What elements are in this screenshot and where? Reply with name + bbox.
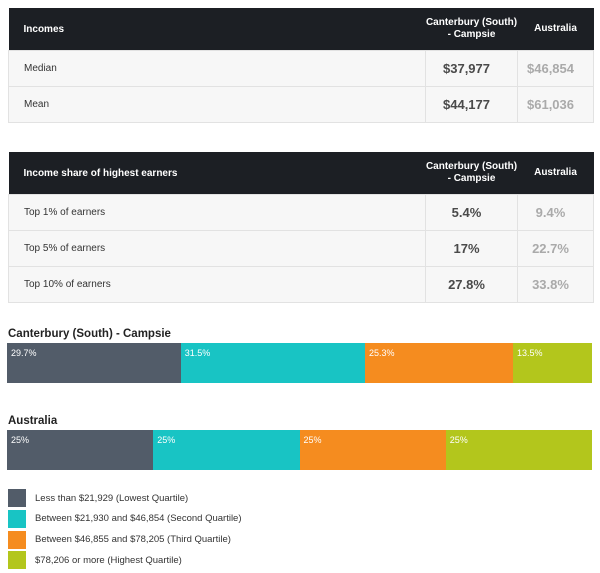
row-label: Top 1% of earners — [8, 194, 426, 231]
row-label: Mean — [8, 86, 426, 123]
local-value: 5.4% — [425, 194, 518, 231]
legend-item: Less than $21,929 (Lowest Quartile) — [8, 488, 242, 508]
legend-label: Between $46,855 and $78,205 (Third Quart… — [35, 534, 231, 546]
legend-swatch — [8, 530, 26, 549]
bar-segment-highest-quartile: 25% — [445, 430, 592, 470]
legend-item: $78,206 or more (Highest Quartile) — [8, 550, 242, 570]
table-row: Top 10% of earners 27.8% 33.8% — [8, 266, 594, 303]
bar-segment-highest-quartile: 13.5% — [513, 343, 592, 383]
stacked-bar-national: 25% 25% 25% 25% — [7, 430, 592, 470]
legend-label: Between $21,930 and $46,854 (Second Quar… — [35, 513, 242, 525]
table-row: Top 5% of earners 17% 22.7% — [8, 230, 594, 267]
legend-item: Between $46,855 and $78,205 (Third Quart… — [8, 530, 242, 550]
legend-swatch — [8, 551, 26, 570]
bar-segment-label: 31.5% — [184, 348, 211, 358]
bar-segment-label: 25% — [157, 435, 176, 445]
local-value: 27.8% — [425, 266, 518, 303]
table-row: Top 1% of earners 5.4% 9.4% — [8, 194, 594, 231]
incomes-header-row: Incomes Canterbury (South) - Campsie Aus… — [8, 8, 594, 51]
table-row: Mean $44,177 $61,036 — [8, 86, 594, 123]
national-value: $61,036 — [517, 86, 594, 123]
bar-segment-label: 29.7% — [11, 348, 37, 358]
bar-segment-lowest-quartile: 29.7% — [7, 343, 181, 383]
national-value: $46,854 — [517, 50, 594, 87]
share-header-label: Income share of highest earners — [8, 152, 426, 195]
bar-segment-label: 25% — [303, 435, 322, 445]
local-value: $44,177 — [425, 86, 518, 123]
legend-label: $78,206 or more (Highest Quartile) — [35, 554, 182, 566]
national-value: 22.7% — [517, 230, 594, 267]
bar-segment-second-quartile: 25% — [153, 430, 300, 470]
bar-segment-label: 25% — [11, 435, 30, 445]
row-label: Median — [8, 50, 426, 87]
bar-segment-label: 13.5% — [517, 348, 543, 358]
national-value: 9.4% — [517, 194, 594, 231]
legend-label: Less than $21,929 (Lowest Quartile) — [35, 492, 189, 504]
legend-swatch — [8, 489, 26, 507]
local-value: $37,977 — [425, 50, 518, 87]
row-label: Top 10% of earners — [8, 266, 426, 303]
legend-item: Between $21,930 and $46,854 (Second Quar… — [8, 509, 242, 529]
bar-segment-lowest-quartile: 25% — [7, 430, 154, 470]
share-header-national: Australia — [517, 152, 594, 195]
chart-title-national: Australia — [8, 415, 58, 427]
legend-swatch — [8, 509, 26, 528]
bar-segment-third-quartile: 25.3% — [365, 343, 513, 383]
national-value: 33.8% — [517, 266, 594, 303]
income-share-table: Income share of highest earners Canterbu… — [8, 152, 594, 303]
bar-segment-second-quartile: 31.5% — [180, 343, 365, 383]
bar-segment-label: 25.3% — [369, 348, 395, 358]
share-header-local: Canterbury (South) - Campsie — [425, 152, 518, 195]
table-row: Median $37,977 $46,854 — [8, 50, 594, 87]
legend: Less than $21,929 (Lowest Quartile) Betw… — [8, 488, 242, 571]
incomes-header-label: Incomes — [8, 8, 426, 51]
bar-segment-label: 25% — [449, 435, 468, 445]
local-value: 17% — [425, 230, 518, 267]
incomes-header-local: Canterbury (South) - Campsie — [425, 8, 518, 51]
incomes-table: Incomes Canterbury (South) - Campsie Aus… — [8, 8, 594, 123]
row-label: Top 5% of earners — [8, 230, 426, 267]
share-header-row: Income share of highest earners Canterbu… — [8, 152, 594, 195]
bar-segment-third-quartile: 25% — [299, 430, 446, 470]
stacked-bar-local: 29.7% 31.5% 25.3% 13.5% — [7, 343, 592, 383]
incomes-header-national: Australia — [517, 8, 594, 51]
chart-title-local: Canterbury (South) - Campsie — [8, 328, 171, 340]
